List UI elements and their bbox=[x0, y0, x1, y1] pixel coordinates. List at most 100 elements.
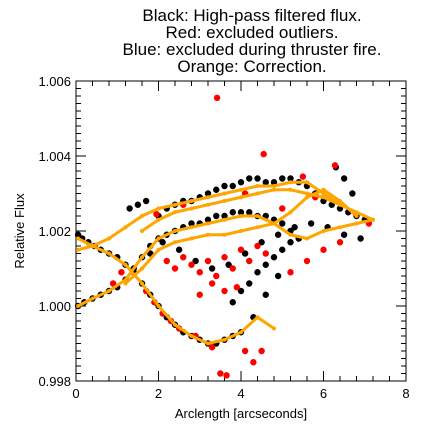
black-data-point bbox=[188, 220, 195, 227]
red-data-point bbox=[254, 242, 261, 250]
correction-point bbox=[321, 187, 326, 192]
correction-point bbox=[107, 236, 111, 241]
black-data-point bbox=[213, 212, 220, 220]
black-data-point bbox=[237, 209, 245, 216]
red-data-point bbox=[163, 257, 170, 265]
black-data-point bbox=[287, 239, 294, 246]
x-tick-label: 0 bbox=[72, 386, 79, 401]
black-data-point bbox=[270, 179, 278, 186]
y-tick-label: 1.000 bbox=[38, 299, 71, 314]
black-data-point bbox=[204, 190, 212, 197]
y-tick-label: 1.006 bbox=[38, 74, 71, 89]
correction-point bbox=[173, 240, 177, 245]
correction-point bbox=[189, 236, 194, 241]
black-data-point bbox=[262, 261, 269, 268]
black-data-point bbox=[246, 209, 253, 216]
correction-point bbox=[107, 251, 111, 256]
black-data-point bbox=[225, 261, 232, 268]
correction-point bbox=[338, 199, 342, 203]
title-line-2: Red: excluded outliers. bbox=[166, 23, 339, 42]
black-data-point bbox=[307, 220, 315, 227]
tick-labels: 0 2 4 6 8 0.998 1.000 1.002 1.004 1.006 bbox=[38, 74, 409, 401]
black-data-point bbox=[279, 220, 286, 227]
correction-point bbox=[222, 191, 227, 196]
red-data-point bbox=[196, 291, 203, 298]
correction-point bbox=[272, 187, 276, 192]
red-data-point bbox=[223, 372, 230, 379]
black-data-point bbox=[262, 291, 269, 298]
correction-point bbox=[338, 225, 342, 230]
correction-point bbox=[206, 232, 210, 237]
red-data-point bbox=[221, 287, 228, 295]
correction-point bbox=[305, 236, 309, 241]
correction-point bbox=[255, 184, 260, 188]
correction-layer bbox=[76, 180, 375, 346]
correction-point bbox=[321, 191, 326, 196]
red-data-point bbox=[233, 284, 241, 291]
red-data-point bbox=[229, 265, 236, 272]
black-data-point bbox=[349, 190, 356, 197]
red-data-point bbox=[196, 269, 203, 276]
correction-point bbox=[173, 202, 177, 207]
x-tick-label: 2 bbox=[155, 386, 162, 401]
correction-point bbox=[140, 229, 144, 233]
red-data-point bbox=[217, 370, 224, 377]
correction-point bbox=[156, 206, 161, 211]
black-data-point bbox=[274, 272, 282, 280]
x-tick-label: 8 bbox=[402, 386, 409, 401]
red-data-point bbox=[299, 173, 307, 180]
y-axis-label: Relative Flux bbox=[12, 193, 27, 269]
red-data-point bbox=[246, 257, 253, 265]
title-line-1: Black: High-pass filtered flux. bbox=[142, 6, 361, 25]
black-data-point bbox=[237, 179, 245, 186]
black-data-point bbox=[340, 231, 348, 238]
correction-point bbox=[288, 232, 293, 237]
black-data-point bbox=[126, 205, 133, 212]
correction-point bbox=[173, 322, 177, 327]
correction-point bbox=[305, 195, 309, 200]
correction-point bbox=[239, 187, 243, 192]
correction-point bbox=[123, 225, 128, 230]
correction-point bbox=[239, 229, 243, 233]
black-data-point bbox=[229, 299, 236, 306]
correction-point bbox=[371, 217, 375, 222]
black-data-point bbox=[357, 235, 364, 242]
correction-point bbox=[206, 221, 210, 226]
red-data-point bbox=[336, 239, 344, 246]
correction-point bbox=[288, 210, 293, 215]
red-data-point bbox=[118, 269, 125, 276]
correction-point bbox=[76, 247, 81, 252]
red-data-point bbox=[208, 344, 216, 351]
correction-point bbox=[76, 304, 81, 308]
red-data-point bbox=[237, 246, 245, 253]
correction-point bbox=[222, 337, 227, 342]
red-data-point bbox=[262, 250, 269, 257]
correction-point bbox=[321, 195, 326, 200]
y-tick-label: 0.998 bbox=[38, 374, 71, 389]
correction-point bbox=[90, 244, 95, 248]
black-data-point bbox=[254, 269, 261, 276]
correction-point bbox=[338, 202, 342, 207]
black-data-point bbox=[270, 254, 278, 261]
correction-point bbox=[305, 191, 309, 196]
black-data-point bbox=[134, 201, 142, 208]
correction-point bbox=[189, 225, 194, 230]
correction-point bbox=[321, 229, 326, 233]
black-data-point bbox=[340, 175, 348, 182]
correction-point bbox=[107, 289, 111, 293]
correction-point bbox=[222, 199, 227, 203]
black-data-point bbox=[262, 179, 269, 186]
black-data-point bbox=[204, 216, 212, 223]
black-data-point bbox=[175, 246, 183, 253]
correction-point bbox=[222, 217, 227, 222]
correction-point bbox=[206, 195, 210, 200]
correction-point bbox=[140, 255, 144, 260]
correction-point bbox=[173, 229, 177, 233]
correction-point bbox=[189, 334, 194, 338]
red-data-point bbox=[153, 210, 160, 218]
correction-point bbox=[140, 266, 144, 271]
red-data-point bbox=[250, 359, 257, 366]
correction-point bbox=[305, 180, 309, 185]
y-tick-label: 1.004 bbox=[38, 149, 71, 164]
